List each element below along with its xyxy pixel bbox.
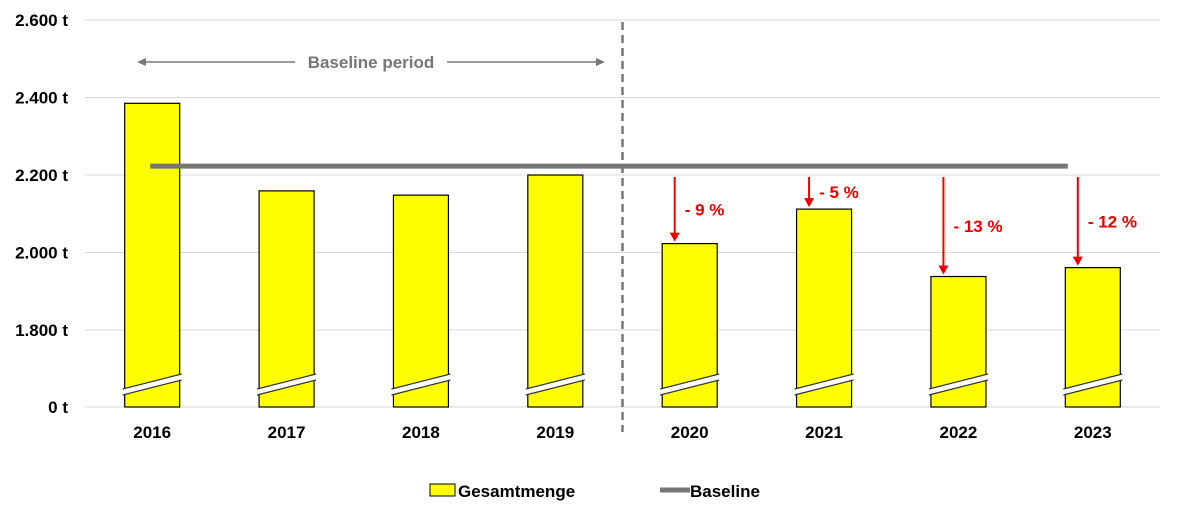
axis-break-line bbox=[794, 379, 854, 396]
bar-2019 bbox=[527, 174, 584, 408]
reduction-label: - 9 % bbox=[685, 200, 725, 219]
legend-swatch-gesamtmenge bbox=[429, 483, 456, 497]
axis-break-line bbox=[122, 379, 182, 396]
axis-break-line bbox=[122, 373, 182, 390]
axis-break bbox=[1063, 374, 1123, 395]
reduction-label: - 5 % bbox=[819, 183, 859, 202]
reduction-arrow-head bbox=[1072, 256, 1083, 266]
x-axis: 2016 2017 2018 2019 2020 2021 2022 2023 bbox=[133, 423, 1111, 442]
y-axis: 0 t 1.800 t 2.000 t 2.200 t 2.400 t 2.600 t bbox=[15, 11, 68, 417]
axis-break-line bbox=[525, 379, 585, 396]
x-tick-label: 2018 bbox=[402, 423, 440, 442]
baseline-period-label: Baseline period bbox=[308, 53, 435, 72]
axis-break-line bbox=[1063, 373, 1123, 390]
axis-break bbox=[660, 374, 720, 395]
bar-2017 bbox=[258, 190, 315, 408]
x-tick-label: 2021 bbox=[805, 423, 843, 442]
x-tick-label: 2023 bbox=[1074, 423, 1112, 442]
x-tick-label: 2017 bbox=[268, 423, 306, 442]
axis-break-line bbox=[391, 373, 451, 390]
x-tick-label: 2016 bbox=[133, 423, 171, 442]
axis-break-line bbox=[1063, 379, 1123, 396]
bars bbox=[122, 102, 1123, 408]
y-tick-label: 2.200 t bbox=[15, 166, 68, 185]
x-tick-label: 2019 bbox=[536, 423, 574, 442]
legend-label-gesamtmenge: Gesamtmenge bbox=[458, 482, 575, 501]
annotations: Baseline period - 9 % - 5 % - 13 % - 12 % bbox=[137, 22, 1137, 432]
axis-break bbox=[391, 374, 451, 395]
axis-break-line bbox=[525, 373, 585, 390]
y-tick-label: 2.400 t bbox=[15, 89, 68, 108]
axis-break-line bbox=[660, 373, 720, 390]
axis-break-line bbox=[256, 373, 317, 390]
arrow-head bbox=[137, 58, 146, 66]
reduction-label: - 12 % bbox=[1088, 212, 1137, 231]
x-tick-label: 2020 bbox=[671, 423, 709, 442]
y-tick-label: 2.600 t bbox=[15, 11, 68, 30]
axis-break bbox=[257, 374, 317, 395]
axis-break-line bbox=[928, 373, 989, 390]
y-tick-label: 2.000 t bbox=[15, 244, 68, 263]
axis-break bbox=[928, 374, 988, 395]
reduction-arrow-head bbox=[938, 265, 949, 275]
legend-label-baseline: Baseline bbox=[690, 482, 760, 501]
reduction-arrow-head bbox=[669, 232, 680, 242]
x-tick-label: 2022 bbox=[940, 423, 978, 442]
axis-break-line bbox=[928, 379, 989, 396]
axis-break bbox=[122, 374, 182, 395]
axis-break-line bbox=[256, 379, 317, 396]
axis-break-line bbox=[660, 379, 720, 396]
bar-2021 bbox=[795, 208, 853, 408]
axis-break bbox=[525, 374, 585, 395]
axis-break bbox=[794, 374, 854, 395]
reduction-arrow-head bbox=[804, 198, 815, 208]
bar-2018 bbox=[392, 194, 450, 408]
arrow-head bbox=[596, 58, 605, 66]
axis-break-line bbox=[794, 373, 854, 390]
bar-2016 bbox=[124, 102, 181, 408]
reduction-label: - 13 % bbox=[953, 217, 1002, 236]
y-tick-label: 0 t bbox=[48, 398, 68, 417]
y-tick-label: 1.800 t bbox=[15, 321, 68, 340]
axis-break-line bbox=[391, 379, 451, 396]
legend: Gesamtmenge Baseline bbox=[429, 482, 760, 501]
